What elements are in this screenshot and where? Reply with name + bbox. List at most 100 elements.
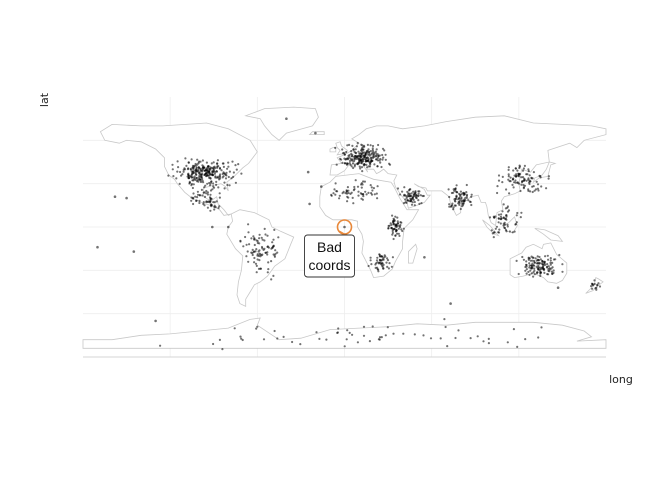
data-point <box>227 165 230 168</box>
data-point <box>341 152 345 155</box>
data-point <box>185 164 188 167</box>
data-point <box>282 335 285 338</box>
data-point <box>388 262 391 265</box>
data-point <box>365 163 368 166</box>
data-point <box>208 169 211 172</box>
data-point <box>375 148 378 151</box>
data-point <box>351 333 354 336</box>
data-point <box>448 205 451 208</box>
data-point <box>540 185 543 188</box>
data-point <box>487 342 490 345</box>
data-point <box>235 168 238 171</box>
data-point <box>368 162 371 165</box>
coastline-new-zealand <box>585 277 604 294</box>
data-point <box>255 264 258 267</box>
data-point <box>218 338 221 341</box>
data-point <box>546 263 549 266</box>
data-point <box>261 238 264 241</box>
data-point <box>348 162 351 165</box>
data-point <box>527 177 530 180</box>
data-point <box>398 234 401 237</box>
data-point <box>412 190 415 193</box>
data-point <box>244 235 247 239</box>
data-point <box>206 170 209 173</box>
data-point <box>343 157 346 160</box>
data-point <box>195 177 198 180</box>
data-point <box>191 172 194 175</box>
data-point <box>525 179 528 182</box>
data-point <box>175 177 178 180</box>
data-point <box>345 190 348 193</box>
data-point <box>397 227 400 230</box>
data-point <box>405 201 408 204</box>
data-point <box>391 214 394 217</box>
data-point <box>545 187 548 190</box>
data-point <box>182 170 185 173</box>
data-point <box>532 171 536 174</box>
data-point <box>455 184 458 187</box>
data-point <box>488 216 492 219</box>
data-point <box>397 232 400 235</box>
data-point <box>210 180 213 183</box>
data-point <box>193 164 196 167</box>
data-point <box>207 200 210 203</box>
data-point <box>405 195 408 198</box>
data-point <box>362 325 366 328</box>
data-point <box>394 234 397 237</box>
data-point <box>533 259 536 263</box>
data-point <box>192 196 195 199</box>
data-point <box>218 167 222 170</box>
data-point <box>376 159 380 162</box>
data-point <box>212 201 215 204</box>
data-point <box>417 194 420 197</box>
data-point <box>415 197 418 200</box>
data-point <box>251 253 254 257</box>
data-point <box>308 202 311 206</box>
data-point <box>499 215 502 218</box>
data-point <box>205 167 209 170</box>
data-point <box>370 160 373 163</box>
data-point <box>369 144 372 147</box>
data-point <box>358 165 361 168</box>
coastline-greenland <box>244 106 319 141</box>
data-point <box>556 286 560 290</box>
data-point <box>400 228 403 231</box>
data-point <box>230 177 233 180</box>
data-point <box>252 235 255 238</box>
data-point <box>402 202 406 205</box>
data-point <box>549 268 552 271</box>
data-point <box>547 175 551 178</box>
data-point <box>207 165 210 168</box>
data-point <box>274 252 277 255</box>
data-point <box>387 224 390 228</box>
data-point <box>454 336 457 340</box>
data-point <box>529 269 532 272</box>
data-point <box>216 159 219 162</box>
data-point <box>204 184 207 187</box>
data-point <box>227 175 230 179</box>
data-point <box>380 165 383 169</box>
data-point <box>392 221 395 224</box>
data-point <box>343 162 346 165</box>
data-point <box>367 191 370 194</box>
data-point <box>529 190 532 193</box>
data-point <box>398 193 402 196</box>
data-point <box>492 236 495 239</box>
data-point <box>528 273 531 276</box>
data-point <box>231 160 234 163</box>
data-point <box>457 329 460 332</box>
data-point <box>335 163 338 166</box>
data-point <box>330 194 333 197</box>
data-point <box>332 192 335 195</box>
data-point <box>377 268 380 271</box>
data-point <box>190 174 193 177</box>
data-point <box>514 175 518 178</box>
data-point <box>495 225 498 228</box>
data-point <box>271 246 274 249</box>
data-point <box>535 265 538 268</box>
annotation-leader <box>339 230 347 236</box>
data-point <box>547 268 550 271</box>
data-point <box>413 200 416 204</box>
data-point <box>256 325 259 328</box>
data-point <box>530 255 533 258</box>
